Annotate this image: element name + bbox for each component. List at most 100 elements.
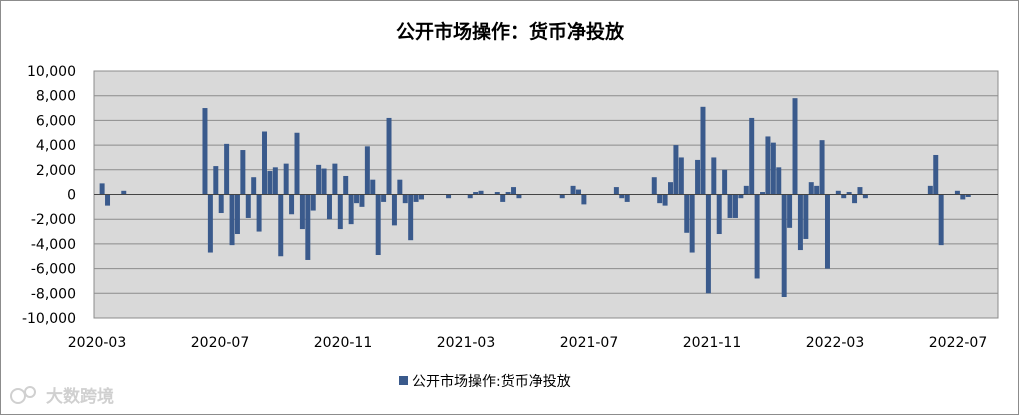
y-tick-label: 6,000 xyxy=(36,113,76,129)
bar xyxy=(391,194,397,226)
bar xyxy=(224,143,230,195)
bar xyxy=(862,194,868,199)
bar xyxy=(359,194,365,207)
bar xyxy=(705,194,711,294)
watermark: 大数跨境 xyxy=(10,386,114,407)
bar xyxy=(402,194,408,204)
bar xyxy=(841,194,847,199)
bar xyxy=(202,108,208,195)
chart-title: 公开市场操作：货币净投放 xyxy=(396,20,625,43)
bar xyxy=(105,194,111,206)
bar xyxy=(575,189,581,195)
bar xyxy=(272,167,278,195)
y-tick-label: 10,000 xyxy=(27,64,76,80)
y-tick-label: 8,000 xyxy=(36,89,76,105)
bar xyxy=(960,194,966,200)
bar xyxy=(375,194,381,256)
bar xyxy=(684,194,690,233)
bar xyxy=(408,194,414,241)
y-tick-label: 2,000 xyxy=(36,163,76,179)
y-tick-label: -4,000 xyxy=(31,237,76,253)
y-tick-label: -10,000 xyxy=(22,311,76,327)
bar xyxy=(99,183,105,195)
bar xyxy=(299,194,305,230)
bar xyxy=(938,194,944,246)
bar xyxy=(478,190,484,195)
bar xyxy=(381,194,387,202)
bar xyxy=(294,132,300,195)
bar xyxy=(933,154,939,195)
watermark-logo-icon-part xyxy=(24,386,36,398)
bar xyxy=(467,194,473,199)
bar xyxy=(738,194,744,199)
bar xyxy=(494,192,500,195)
bar xyxy=(668,182,673,195)
bar xyxy=(251,177,257,195)
bar xyxy=(283,163,289,195)
y-tick-label: 0 xyxy=(67,188,76,204)
watermark-logo-icon xyxy=(10,388,26,404)
x-tick-label: 2021-11 xyxy=(683,335,742,351)
bar xyxy=(516,194,522,199)
y-tick-label: -2,000 xyxy=(31,212,76,228)
bar xyxy=(397,179,403,195)
bar xyxy=(749,117,755,195)
bar xyxy=(927,185,933,195)
bar xyxy=(262,131,267,195)
bar xyxy=(267,171,273,195)
bar xyxy=(819,140,825,195)
bar xyxy=(814,185,820,195)
bar xyxy=(824,194,830,269)
bar xyxy=(332,163,338,195)
bar xyxy=(624,194,630,202)
bar xyxy=(743,185,749,195)
bar xyxy=(348,194,354,225)
bar xyxy=(413,194,419,202)
bar xyxy=(321,168,327,195)
bar xyxy=(678,157,684,195)
bar xyxy=(808,182,814,195)
bar xyxy=(207,194,213,253)
bar xyxy=(797,194,803,251)
bar xyxy=(662,194,668,206)
bar xyxy=(213,166,219,195)
legend-label: 公开市场操作:货币净投放 xyxy=(412,373,571,390)
y-axis-ticks: 10,000 8,000 6,000 4,000 2,000 0 -2,000 -4,000 -… xyxy=(22,64,76,327)
bar xyxy=(354,194,360,204)
bar xyxy=(835,190,841,195)
bar xyxy=(689,194,695,253)
bar xyxy=(716,194,722,235)
bar xyxy=(500,194,506,202)
bar xyxy=(852,194,858,204)
bar xyxy=(770,142,776,195)
bar xyxy=(245,194,251,218)
bar xyxy=(754,194,760,279)
x-tick-label: 2020-03 xyxy=(68,335,127,351)
bar xyxy=(857,187,863,195)
x-tick-label: 2022-03 xyxy=(806,335,865,351)
x-tick-label: 2020-07 xyxy=(191,335,250,351)
bar xyxy=(765,136,771,195)
bar xyxy=(229,194,235,246)
bar xyxy=(370,179,376,195)
bar xyxy=(234,194,240,235)
bar xyxy=(792,98,798,195)
bar xyxy=(386,117,392,195)
bar xyxy=(505,192,511,195)
x-tick-label: 2020-11 xyxy=(314,335,373,351)
bar xyxy=(278,194,284,257)
bar xyxy=(613,187,619,195)
y-tick-label: -8,000 xyxy=(31,286,76,302)
bar xyxy=(695,159,701,195)
bar xyxy=(965,194,971,197)
bar xyxy=(732,194,738,218)
bar xyxy=(289,194,295,215)
bar xyxy=(511,187,517,195)
bar xyxy=(570,185,576,195)
bar xyxy=(343,175,349,195)
bar xyxy=(787,194,793,228)
bar xyxy=(310,194,316,211)
bar xyxy=(651,177,657,195)
bar xyxy=(776,167,782,195)
